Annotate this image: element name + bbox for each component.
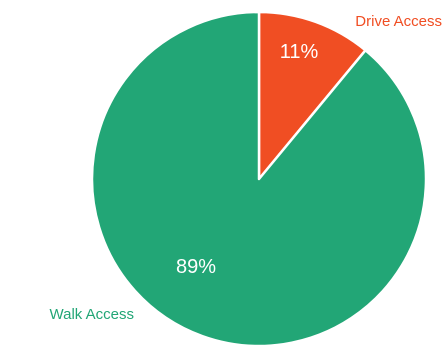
slice-category-label: Walk Access [50, 306, 134, 323]
pie-slice-walk-access [90, 10, 428, 346]
pie-labels: 11% Drive Access 89% Walk Access [50, 13, 442, 323]
pie-slice-drive-access [257, 10, 367, 181]
slice-value-label: 11% [280, 41, 319, 63]
slice-category-label: Drive Access [355, 13, 442, 30]
slice-value-label: 89% [176, 256, 216, 278]
pie-slices [90, 10, 428, 346]
